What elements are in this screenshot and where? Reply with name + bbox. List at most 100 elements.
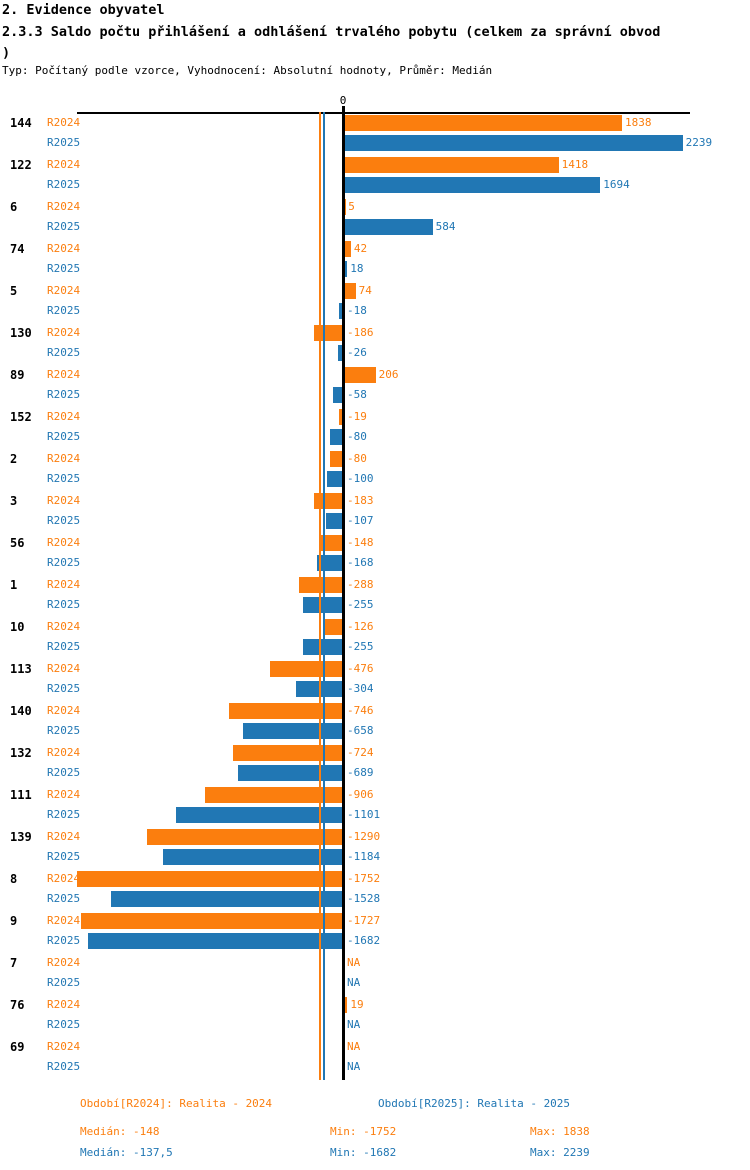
series-label: R2024 (47, 872, 81, 885)
bar-r2025[interactable] (303, 639, 342, 655)
series-label: R2024 (47, 662, 81, 675)
series-label: R2025 (47, 640, 81, 653)
chart-meta: Typ: Počítaný podle vzorce, Vyhodnocení:… (2, 64, 493, 77)
bar-r2025[interactable] (303, 597, 342, 613)
chart-title-line1: 2.3.3 Saldo počtu přihlášení a odhlášení… (2, 24, 661, 40)
bar-r2024[interactable] (205, 787, 342, 803)
bar-r2024[interactable] (329, 451, 342, 467)
bar-r2024[interactable] (344, 115, 623, 131)
bar-r2024[interactable] (81, 913, 342, 929)
value-label: NA (347, 1060, 361, 1073)
series-label: R2025 (47, 598, 81, 611)
value-label: 1418 (561, 158, 589, 171)
value-label: -304 (347, 682, 374, 695)
bar-r2024[interactable] (344, 367, 376, 383)
bar-r2024[interactable] (339, 409, 342, 425)
value-label: -80 (347, 430, 367, 443)
series-label: R2024 (47, 536, 81, 549)
bar-r2025[interactable] (325, 513, 342, 529)
bar-r2024[interactable] (229, 703, 342, 719)
value-label: -1101 (347, 808, 381, 821)
bar-r2025[interactable] (111, 891, 342, 907)
series-label: R2025 (47, 1018, 81, 1031)
series-label: R2024 (47, 620, 81, 633)
category-label: 10 (10, 620, 25, 634)
series-label: R2025 (47, 1060, 81, 1073)
category-label: 3 (10, 494, 18, 508)
bar-r2024[interactable] (322, 619, 342, 635)
bar-r2024[interactable] (319, 535, 342, 551)
category-label: 113 (10, 662, 32, 676)
bar-r2024[interactable] (147, 829, 342, 845)
bar-r2025[interactable] (237, 765, 342, 781)
series-label: R2025 (47, 556, 81, 569)
category-label: 132 (10, 746, 32, 760)
bar-r2025[interactable] (296, 681, 342, 697)
series-label: R2025 (47, 850, 81, 863)
bar-r2024[interactable] (270, 661, 342, 677)
bar-r2025[interactable] (175, 807, 342, 823)
value-label: 1838 (625, 116, 652, 129)
category-label: 9 (10, 914, 18, 928)
value-label: -689 (347, 766, 374, 779)
bar-r2024[interactable] (313, 325, 342, 341)
chart-title-line2: ) (2, 45, 11, 61)
bar-r2024[interactable] (314, 493, 342, 509)
bar-r2024[interactable] (344, 241, 351, 257)
bar-r2025[interactable] (333, 387, 342, 403)
bar-r2025[interactable] (326, 471, 342, 487)
series-label: R2025 (47, 178, 81, 191)
category-label: 89 (10, 368, 25, 382)
value-label: 74 (358, 284, 372, 297)
bar-r2025[interactable] (344, 219, 433, 235)
series-label: R2024 (47, 578, 81, 591)
value-label: NA (347, 956, 361, 969)
series-label: R2025 (47, 346, 81, 359)
bar-r2025[interactable] (339, 303, 342, 319)
value-label: 206 (378, 368, 399, 381)
category-label: 76 (10, 998, 25, 1012)
bar-r2024[interactable] (344, 157, 559, 173)
bar-r2025[interactable] (88, 933, 342, 949)
series-label: R2025 (47, 472, 81, 485)
series-label: R2024 (47, 998, 81, 1011)
x-axis-line (77, 112, 690, 114)
value-label: -255 (347, 598, 374, 611)
category-label: 139 (10, 830, 32, 844)
series-label: R2025 (47, 724, 81, 737)
value-label: -255 (347, 640, 374, 653)
stat-median-r2024: Medián: -148 (80, 1125, 160, 1138)
bar-r2024[interactable] (77, 871, 342, 887)
value-label: -906 (347, 788, 374, 801)
value-label: 5 (348, 200, 355, 213)
bar-r2025[interactable] (316, 555, 342, 571)
category-label: 144 (10, 116, 32, 130)
bar-r2024[interactable] (344, 283, 356, 299)
series-label: R2024 (47, 494, 81, 507)
value-label: -58 (347, 388, 367, 401)
bar-r2024[interactable] (344, 997, 348, 1013)
series-label: R2025 (47, 514, 81, 527)
series-label: R2024 (47, 914, 81, 927)
value-label: -183 (347, 494, 374, 507)
bar-r2025[interactable] (163, 849, 342, 865)
bar-r2025[interactable] (344, 135, 683, 151)
value-label: -1752 (347, 872, 381, 885)
series-label: R2024 (47, 1040, 81, 1053)
series-label: R2025 (47, 430, 81, 443)
value-label: -107 (347, 514, 374, 527)
bar-r2025[interactable] (344, 177, 601, 193)
series-label: R2025 (47, 388, 81, 401)
category-label: 152 (10, 410, 32, 424)
value-label: -186 (347, 326, 374, 339)
series-label: R2024 (47, 368, 81, 381)
bar-r2025[interactable] (329, 429, 342, 445)
bar-r2025[interactable] (242, 723, 342, 739)
bar-r2025[interactable] (344, 261, 348, 277)
category-label: 56 (10, 536, 25, 550)
bar-r2024[interactable] (232, 745, 342, 761)
bar-r2025[interactable] (338, 345, 342, 361)
series-label: R2024 (47, 704, 81, 717)
bar-r2024[interactable] (344, 199, 346, 215)
series-label: R2024 (47, 200, 81, 213)
